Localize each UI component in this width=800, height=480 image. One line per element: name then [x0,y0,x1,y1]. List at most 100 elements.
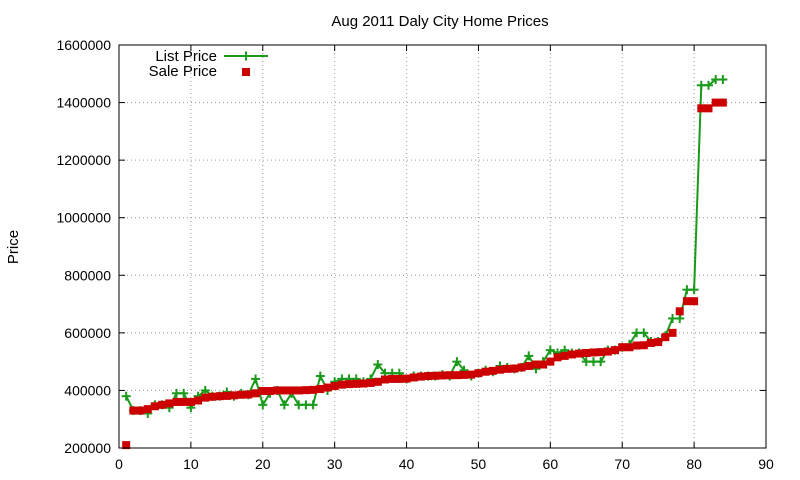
sale-price-point [373,377,382,386]
x-tick-label: 60 [543,456,559,472]
sale-price-point [215,392,224,401]
sale-price-point [460,370,469,379]
x-tick-label: 50 [471,456,487,472]
sale-price-point [122,441,131,450]
sale-price-point [251,389,260,398]
list-price-point [703,80,713,90]
sale-price-point [596,348,605,357]
list-price-point [258,400,268,410]
sale-price-point [661,333,670,342]
sale-price-point [150,402,159,411]
sale-price-point [668,328,677,337]
axis-ticks: 0 10 20 30 40 50 60 70 80 90 200000 400000 600000 800… [56,37,774,472]
sale-price-point [625,343,634,352]
sale-price-point [611,346,620,355]
x-tick-label: 90 [758,456,774,472]
sale-price-point [309,385,318,394]
sale-price-point [287,386,296,395]
sale-price-point [416,372,425,381]
sale-price-point [237,390,246,399]
list-price-line [125,78,723,415]
y-axis-label: Price [5,230,22,264]
x-tick-label: 30 [327,456,343,472]
sale-price-point [265,387,274,396]
list-price-point [179,388,189,398]
sale-price-point [682,297,691,306]
list-price-point [524,351,534,361]
sale-price-point [510,364,519,373]
sale-price-point [531,360,540,369]
y-tick-label: 1000000 [56,210,111,226]
sale-price-point [467,370,476,379]
sale-price-point [136,406,145,415]
sale-price-point [359,379,368,388]
sale-price-point [704,104,713,113]
sale-price-point [179,397,188,406]
sale-price-point [345,380,354,389]
data-series [121,75,728,450]
sale-price-point [280,386,289,395]
list-price-point [200,385,210,395]
sale-price-point [424,372,433,381]
sale-price-point [711,98,720,107]
sale-price-point [301,386,310,395]
list-price-point [251,374,261,384]
sale-price-point [560,351,569,360]
sale-price-point [481,367,490,376]
y-tick-label: 600000 [64,325,111,341]
sale-price-point [388,374,397,383]
sale-price-point [172,397,181,406]
list-price-point [452,357,462,367]
sale-price-point [366,378,375,387]
sale-price-point [129,406,138,415]
sale-price-point [352,379,361,388]
list-price-point [121,391,131,401]
sale-price-point [222,391,231,400]
plot-frame [118,44,767,449]
sale-price-point [337,380,346,389]
sale-price-point [409,373,418,382]
sale-price-point [618,343,627,352]
sale-price-point [697,104,706,113]
x-tick-label: 70 [614,456,630,472]
sale-price-point [330,382,339,391]
sale-price-point [639,341,648,350]
sale-price-point [582,349,591,358]
y-tick-label: 400000 [64,382,111,398]
sale-price-point [517,363,526,372]
chart-title: Aug 2011 Daly City Home Prices [331,13,548,30]
sale-price-point [496,365,505,374]
x-tick-label: 0 [115,456,123,472]
sale-price-point [273,386,282,395]
list-price-point [308,400,318,410]
sale-price-point [201,393,210,402]
sale-price-point [452,371,461,380]
sale-price-point [402,374,411,383]
grid-lines [119,45,766,448]
legend-label-sale-price: Sale Price [149,63,217,80]
list-price-point [279,400,289,410]
y-tick-label: 1200000 [56,152,111,168]
y-tick-label: 800000 [64,267,111,283]
sale-price-point [524,361,533,370]
sale-price-point [165,399,174,408]
sale-price-point [567,350,576,359]
x-tick-label: 10 [183,456,199,472]
sale-price-point [690,297,699,306]
y-tick-label: 1600000 [56,37,111,53]
sale-price-point [675,307,684,316]
legend-label-list-price: List Price [155,48,217,65]
legend-marker-list-price [241,51,251,61]
sale-price-point [395,374,404,383]
sale-price-point [431,371,440,380]
sale-price-point [294,386,303,395]
x-tick-label: 80 [686,456,702,472]
list-price-point [689,285,699,295]
list-price-point [596,357,606,367]
sale-price-point [186,397,195,406]
sale-price-point [445,371,454,380]
sale-price-point [646,338,655,347]
legend-marker-sale-price [242,68,250,76]
